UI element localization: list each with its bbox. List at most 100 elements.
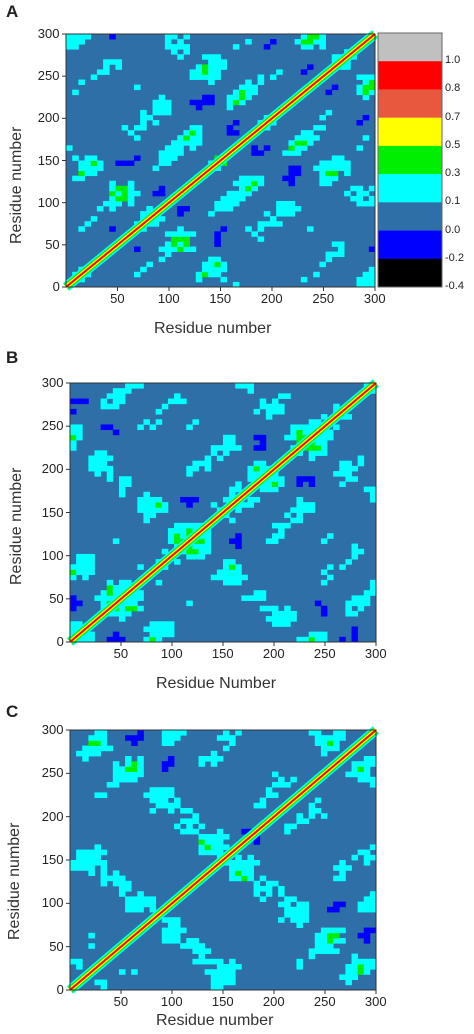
heatmap-cell — [226, 130, 234, 136]
heatmap-cell — [331, 175, 339, 182]
heatmap-cell — [195, 130, 203, 136]
heatmap-cell — [208, 266, 215, 273]
heatmap-cell — [94, 979, 101, 986]
heatmap-cell — [253, 496, 261, 503]
heatmap-cell — [149, 906, 157, 913]
heatmap-cell — [368, 89, 376, 96]
heatmap-cell — [351, 553, 359, 560]
heatmap-cell — [76, 750, 83, 757]
heatmap-cell — [161, 403, 169, 410]
heatmap-cell — [314, 735, 322, 741]
heatmap-cell — [208, 256, 215, 263]
heatmap-cell — [146, 261, 153, 268]
heatmap-cell — [344, 160, 351, 166]
heatmap-cell — [100, 849, 108, 856]
heatmap-cell — [100, 865, 108, 871]
heatmap-cell — [320, 813, 328, 819]
heatmap-cell — [271, 476, 279, 482]
heatmap-cell — [325, 165, 333, 172]
y-tick-label: 300 — [41, 722, 64, 737]
heatmap-cell — [180, 943, 187, 949]
heatmap-cell — [331, 241, 339, 247]
heatmap-cell — [167, 533, 175, 539]
heatmap-cell — [149, 502, 157, 508]
heatmap-cell — [325, 175, 333, 182]
heatmap-cell — [125, 776, 132, 783]
heatmap-cell — [241, 870, 248, 876]
heatmap-cell — [121, 160, 129, 166]
heatmap-cell — [210, 450, 218, 456]
heatmap-cell — [192, 828, 199, 835]
heatmap-cell — [70, 860, 77, 866]
heatmap-cell — [70, 445, 77, 451]
heatmap-cell — [257, 180, 265, 187]
heatmap-cell — [282, 211, 289, 217]
heatmap-cell — [100, 590, 108, 596]
heatmap-cell — [82, 860, 89, 866]
heatmap-cell — [265, 481, 273, 487]
heatmap-cell — [302, 912, 310, 918]
heatmap-cell — [78, 226, 85, 232]
heatmap-cell — [351, 771, 359, 778]
heatmap-cell — [344, 165, 351, 172]
heatmap-cell — [189, 145, 197, 151]
heatmap-cell — [223, 964, 230, 970]
heatmap-cell — [239, 195, 246, 202]
heatmap-cell — [161, 548, 169, 555]
y-axis-title: Residue number — [6, 822, 23, 940]
heatmap-cell — [94, 460, 101, 467]
heatmap-cell — [164, 39, 172, 45]
heatmap-cell — [223, 735, 230, 741]
heatmap-cell — [327, 932, 334, 939]
heatmap-cell — [140, 114, 147, 121]
heatmap-cell — [245, 175, 252, 182]
heatmap-cell — [118, 585, 126, 591]
heatmap-cell — [84, 170, 92, 177]
heatmap-cell — [198, 958, 206, 965]
heatmap-cell — [269, 74, 277, 80]
heatmap-cell — [232, 44, 240, 50]
x-tick-label: 100 — [160, 646, 183, 661]
heatmap-cell — [235, 486, 242, 493]
heatmap-cell — [109, 190, 116, 197]
heatmap-cell — [220, 226, 228, 232]
heatmap-cell — [137, 507, 144, 513]
heatmap-cell — [271, 408, 279, 415]
heatmap-cell — [84, 221, 92, 227]
heatmap-cell — [216, 844, 224, 850]
heatmap-cell — [174, 932, 181, 939]
heatmap-cell — [363, 932, 371, 939]
heatmap-cell — [70, 424, 77, 431]
heatmap-cell — [362, 271, 370, 278]
heatmap-cell — [216, 839, 224, 845]
heatmap-cell — [112, 538, 120, 544]
heatmap-cell — [314, 808, 322, 814]
heatmap-cell — [276, 211, 283, 217]
heatmap-cell — [223, 745, 230, 752]
heatmap-cell — [339, 471, 346, 477]
heatmap-cell — [327, 745, 334, 752]
heatmap-cell — [265, 486, 273, 493]
heatmap-cell — [235, 875, 242, 882]
heatmap-cell — [290, 434, 297, 441]
heatmap-cell — [313, 34, 320, 40]
heatmap-cell — [88, 943, 95, 949]
heatmap-cell — [149, 901, 157, 908]
heatmap-cell — [300, 135, 308, 141]
heatmap-cell — [356, 84, 364, 91]
heatmap-cell — [201, 99, 209, 106]
heatmap-b — [66, 379, 380, 646]
heatmap-cell — [308, 953, 316, 960]
heatmap-cell — [131, 383, 138, 389]
heatmap-cell — [300, 69, 308, 75]
heatmap-cell — [171, 155, 178, 161]
heatmap-cell — [345, 460, 352, 467]
heatmap-cell — [189, 130, 197, 136]
heatmap-cell — [70, 958, 77, 965]
heatmap-cell — [229, 875, 236, 882]
heatmap-cell — [76, 865, 83, 871]
heatmap-cell — [131, 735, 138, 741]
heatmap-cell — [253, 891, 261, 897]
heatmap-cell — [214, 241, 221, 247]
heatmap-cell — [183, 236, 190, 242]
